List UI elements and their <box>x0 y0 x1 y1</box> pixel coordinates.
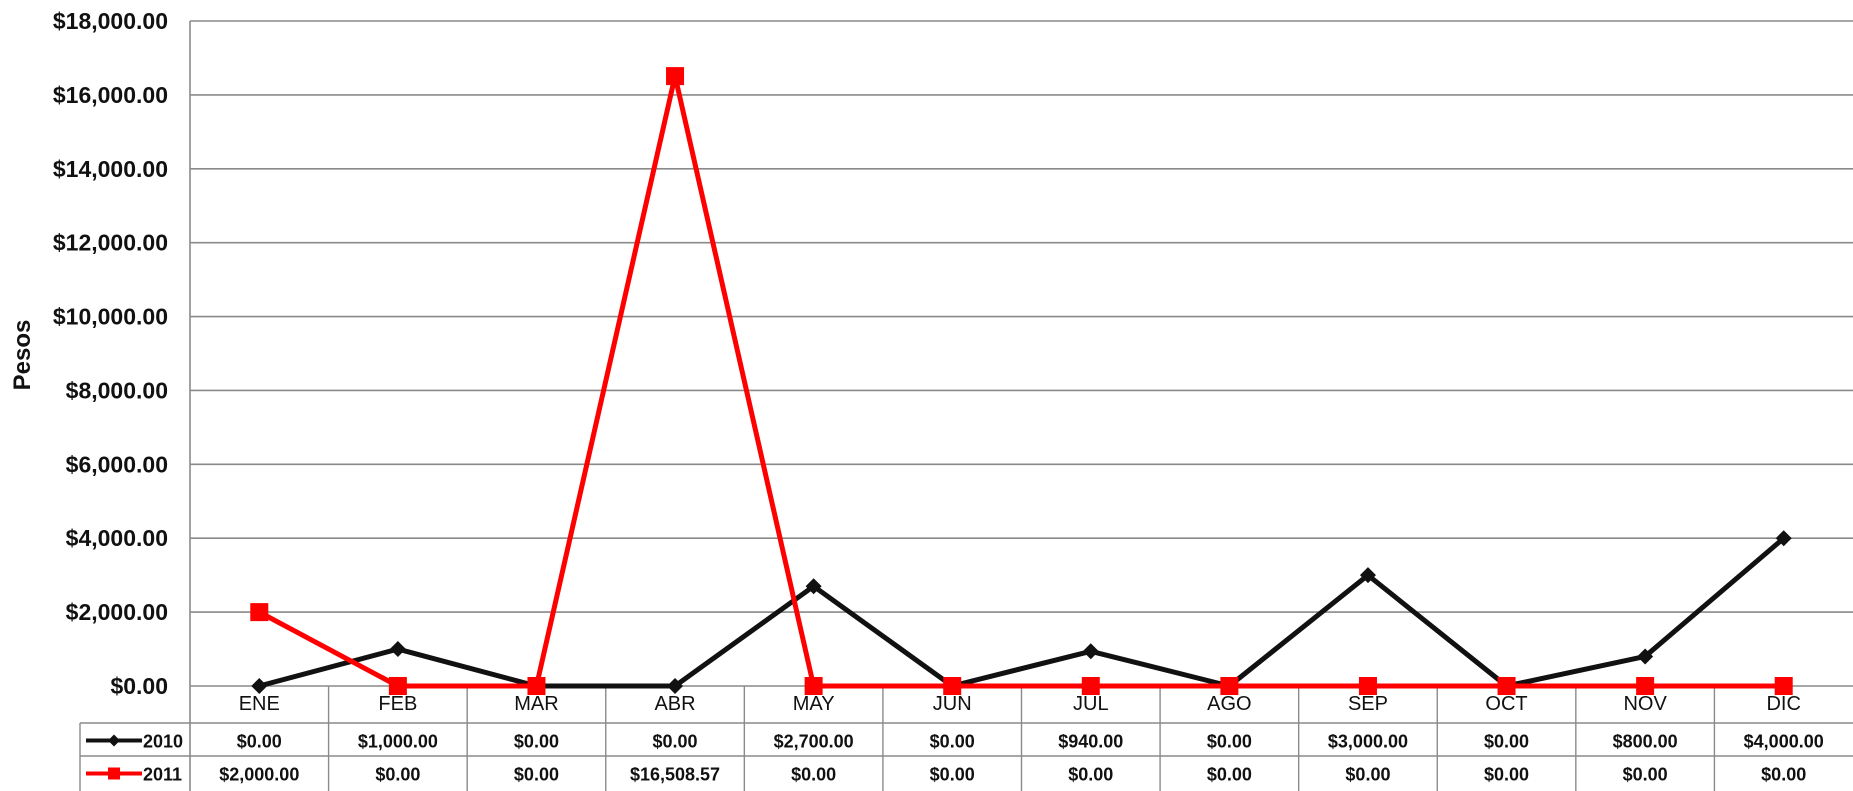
legend-marker-2011 <box>108 767 120 780</box>
data-point-2010 <box>1775 530 1792 547</box>
x-category-label: ABR <box>654 693 695 715</box>
series-line-2010 <box>258 536 1786 689</box>
x-category-label: JUN <box>933 693 972 715</box>
legend-label-2010: 2010 <box>143 732 183 752</box>
y-tick-label: $18,000.00 <box>53 8 168 34</box>
data-point-2010 <box>805 578 822 595</box>
y-axis: $0.00 $2,000.00 $4,000.00 $6,000.00 $8,000.0… <box>53 8 168 699</box>
table-cell: $0.00 <box>791 765 836 785</box>
table-cell: $16,508.57 <box>630 765 720 785</box>
x-category-label: MAR <box>514 693 558 715</box>
table-cell: $0.00 <box>1484 765 1529 785</box>
y-tick-label: $10,000.00 <box>53 304 168 330</box>
data-point-2011 <box>1774 677 1793 695</box>
x-category-label: SEP <box>1348 693 1388 715</box>
series-lines <box>250 67 1793 695</box>
y-axis-title: Pesos <box>9 320 36 391</box>
table-cell: $0.00 <box>375 765 420 785</box>
table-cell: $800.00 <box>1613 732 1678 752</box>
data-point-2011 <box>527 677 546 695</box>
table-cell: $0.00 <box>1345 765 1390 785</box>
y-tick-label: $12,000.00 <box>53 230 168 256</box>
table-cell: $2,000.00 <box>219 765 299 785</box>
table-cell: $0.00 <box>514 765 559 785</box>
x-category-label: OCT <box>1485 693 1527 715</box>
y-tick-label: $0.00 <box>110 673 168 699</box>
x-category-label: AGO <box>1207 693 1251 715</box>
x-category-label: FEB <box>378 693 417 715</box>
data-point-2010 <box>667 678 684 694</box>
table-cell: $0.00 <box>930 765 975 785</box>
data-point-2011 <box>388 677 407 695</box>
gridlines <box>189 20 1853 791</box>
table-cell: $0.00 <box>1207 765 1252 785</box>
legend-label-2011: 2011 <box>143 765 182 785</box>
table-cell: $4,000.00 <box>1744 732 1824 752</box>
data-point-2011 <box>1358 677 1377 695</box>
table-cell: $0.00 <box>237 732 282 752</box>
y-tick-label: $2,000.00 <box>66 599 168 625</box>
data-point-2011 <box>1497 677 1516 695</box>
series-line-2011 <box>258 73 1784 689</box>
x-category-label: NOV <box>1623 693 1667 715</box>
table-cell: $3,000.00 <box>1328 732 1408 752</box>
data-point-2010 <box>1082 643 1099 660</box>
table-cell: $0.00 <box>1068 765 1113 785</box>
table-cell: $940.00 <box>1058 732 1123 752</box>
x-category-label: DIC <box>1766 693 1800 715</box>
data-point-2011 <box>666 67 685 86</box>
data-point-2011 <box>943 677 962 695</box>
table-cell: $0.00 <box>1207 732 1252 752</box>
table-cell: $0.00 <box>514 732 559 752</box>
data-point-2011 <box>1081 677 1100 695</box>
legend-marker-2010 <box>108 734 120 747</box>
y-tick-label: $6,000.00 <box>66 451 168 477</box>
data-point-2011 <box>804 677 823 695</box>
table-cell: $0.00 <box>1623 765 1668 785</box>
table-cell: $0.00 <box>1761 765 1806 785</box>
data-point-2011 <box>250 603 269 622</box>
x-category-label: MAY <box>793 693 835 715</box>
x-category-label: ENE <box>239 693 280 715</box>
data-point-2010 <box>251 678 268 694</box>
y-tick-label: $16,000.00 <box>53 82 168 108</box>
data-point-2010 <box>1359 567 1376 584</box>
table-cell: $0.00 <box>930 732 975 752</box>
table-cell: $0.00 <box>653 732 698 752</box>
y-tick-label: $14,000.00 <box>53 156 168 182</box>
data-point-2011 <box>1220 677 1239 695</box>
data-point-2010 <box>1637 648 1654 665</box>
x-category-label: JUL <box>1073 693 1109 715</box>
table-cell: $0.00 <box>1484 732 1529 752</box>
table-cell: $2,700.00 <box>774 732 854 752</box>
data-point-2010 <box>389 641 406 658</box>
y-tick-label: $8,000.00 <box>66 377 168 403</box>
y-tick-label: $4,000.00 <box>66 525 168 551</box>
data-point-2011 <box>1636 677 1655 695</box>
data-table: ENE FEB MAR ABR MAY JUN JUL AGO SEP OCT NOV DIC 2010… <box>79 686 1853 791</box>
table-cell: $1,000.00 <box>358 732 438 752</box>
